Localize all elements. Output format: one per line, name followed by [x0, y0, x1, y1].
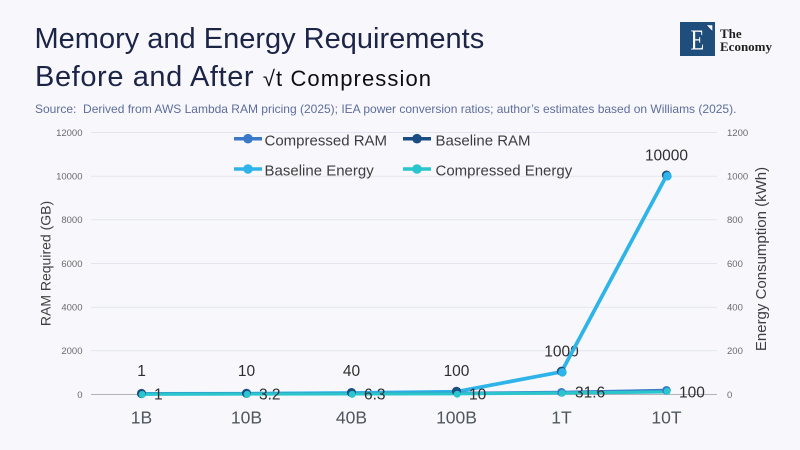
- svg-text:10B: 10B: [231, 408, 262, 428]
- svg-text:100: 100: [444, 363, 470, 380]
- svg-text:Compressed RAM: Compressed RAM: [265, 132, 388, 149]
- svg-text:200: 200: [727, 346, 743, 357]
- svg-text:8000: 8000: [61, 215, 82, 226]
- svg-text:1: 1: [154, 387, 163, 404]
- svg-text:400: 400: [727, 303, 743, 314]
- svg-text:1: 1: [137, 363, 146, 380]
- svg-text:1B: 1B: [131, 408, 152, 428]
- svg-text:800: 800: [727, 215, 743, 226]
- svg-text:10T: 10T: [651, 408, 681, 428]
- svg-text:10: 10: [238, 363, 256, 380]
- svg-text:100B: 100B: [436, 408, 477, 428]
- svg-text:6000: 6000: [61, 259, 82, 270]
- svg-text:1200: 1200: [727, 128, 748, 139]
- svg-text:100: 100: [679, 385, 705, 402]
- svg-text:E: E: [690, 25, 704, 56]
- svg-text:RAM Required (GB): RAM Required (GB): [38, 201, 54, 326]
- svg-text:0: 0: [77, 390, 82, 401]
- svg-text:12000: 12000: [56, 128, 82, 139]
- svg-text:2000: 2000: [61, 346, 82, 357]
- svg-text:4000: 4000: [61, 303, 82, 314]
- svg-text:10000: 10000: [645, 148, 688, 165]
- svg-text:40B: 40B: [336, 408, 367, 428]
- svg-text:1T: 1T: [551, 408, 572, 428]
- svg-text:1000: 1000: [727, 172, 748, 183]
- svg-text:31.6: 31.6: [575, 385, 605, 402]
- svg-text:10: 10: [469, 387, 487, 404]
- svg-text:6.3: 6.3: [364, 387, 386, 404]
- svg-text:600: 600: [727, 259, 743, 270]
- svg-text:40: 40: [343, 363, 361, 380]
- svg-text:Baseline Energy: Baseline Energy: [265, 163, 375, 180]
- svg-text:10000: 10000: [56, 172, 82, 183]
- svg-text:Energy Consumption (kWh): Energy Consumption (kWh): [753, 167, 770, 351]
- svg-text:0: 0: [727, 390, 732, 401]
- svg-text:Baseline RAM: Baseline RAM: [436, 132, 531, 149]
- svg-text:Compressed Energy: Compressed Energy: [436, 163, 573, 180]
- svg-text:3.2: 3.2: [259, 387, 281, 404]
